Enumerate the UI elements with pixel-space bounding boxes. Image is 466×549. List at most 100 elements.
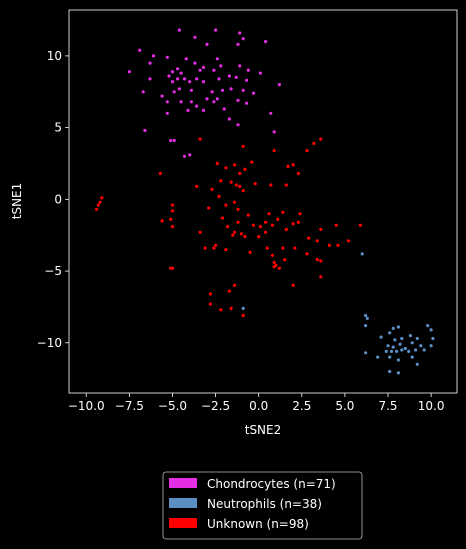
point-s1-25 bbox=[395, 349, 399, 353]
point-s2-9 bbox=[224, 166, 228, 170]
point-s2-77 bbox=[293, 246, 297, 250]
point-s2-45 bbox=[96, 203, 100, 207]
point-s1-29 bbox=[414, 348, 418, 352]
legend-swatch bbox=[169, 478, 197, 488]
point-s0-34 bbox=[217, 77, 221, 81]
point-s2-8 bbox=[215, 161, 219, 166]
point-s0-64 bbox=[227, 117, 231, 121]
point-s2-47 bbox=[170, 203, 175, 207]
legend-label: Chondrocytes (n=71) bbox=[207, 477, 336, 491]
point-s2-33 bbox=[236, 220, 240, 224]
point-s0-1 bbox=[193, 35, 197, 39]
y-tick-label: −5 bbox=[44, 264, 62, 278]
point-s2-75 bbox=[265, 246, 269, 250]
point-s0-22 bbox=[212, 68, 216, 72]
point-s0-12 bbox=[184, 57, 188, 61]
y-tick-label: 5 bbox=[54, 121, 62, 135]
point-s2-31 bbox=[220, 216, 225, 220]
point-s0-6 bbox=[205, 42, 209, 47]
point-s2-24 bbox=[195, 184, 199, 188]
point-s2-34 bbox=[239, 232, 243, 236]
point-s2-50 bbox=[170, 225, 175, 229]
point-s1-28 bbox=[407, 349, 411, 353]
point-s2-20 bbox=[241, 189, 245, 193]
point-s0-60 bbox=[201, 108, 206, 112]
point-s2-17 bbox=[229, 180, 233, 184]
legend-frame bbox=[162, 471, 363, 540]
point-s0-51 bbox=[189, 100, 193, 104]
point-s2-7 bbox=[272, 149, 276, 153]
point-s1-5 bbox=[364, 351, 368, 355]
point-s0-2 bbox=[214, 28, 218, 32]
point-s2-52 bbox=[198, 230, 202, 234]
point-s2-6 bbox=[241, 144, 245, 148]
point-s0-36 bbox=[234, 75, 238, 79]
point-s2-38 bbox=[264, 220, 268, 224]
point-s2-61 bbox=[298, 212, 302, 216]
point-s1-20 bbox=[410, 341, 414, 345]
point-s2-71 bbox=[203, 246, 207, 250]
point-s0-54 bbox=[215, 97, 219, 101]
point-s0-29 bbox=[176, 77, 180, 81]
point-s0-33 bbox=[201, 80, 206, 84]
point-s2-78 bbox=[305, 252, 309, 256]
point-s1-23 bbox=[384, 349, 388, 353]
point-s2-35 bbox=[246, 213, 250, 217]
point-s1-31 bbox=[376, 355, 380, 359]
point-s0-62 bbox=[269, 111, 273, 115]
x-tick-label: 0.0 bbox=[249, 399, 268, 413]
point-s1-22 bbox=[429, 344, 433, 348]
point-s2-28 bbox=[232, 200, 237, 204]
point-s1-7 bbox=[388, 331, 392, 335]
point-s2-59 bbox=[291, 222, 295, 226]
point-s2-25 bbox=[210, 187, 214, 191]
point-s2-84 bbox=[274, 263, 278, 267]
point-s0-7 bbox=[264, 40, 268, 44]
point-s1-30 bbox=[422, 348, 426, 352]
point-s0-55 bbox=[236, 98, 240, 102]
point-s0-37 bbox=[245, 78, 249, 82]
point-s2-48 bbox=[170, 209, 175, 213]
point-s0-16 bbox=[127, 70, 131, 74]
point-s2-97 bbox=[241, 313, 245, 318]
point-s1-11 bbox=[429, 328, 433, 332]
point-s2-60 bbox=[296, 220, 300, 224]
point-s2-90 bbox=[291, 283, 295, 287]
point-s1-14 bbox=[408, 334, 412, 338]
point-s2-1 bbox=[312, 141, 316, 145]
point-s2-73 bbox=[224, 248, 228, 252]
point-s0-20 bbox=[198, 68, 202, 72]
x-tick-label: −5.0 bbox=[158, 399, 187, 413]
point-s2-51 bbox=[160, 219, 164, 223]
y-axis-ticks: −10 −5 0 5 10 bbox=[37, 49, 69, 350]
point-s2-49 bbox=[169, 217, 173, 221]
point-s1-13 bbox=[400, 336, 404, 341]
point-s0-18 bbox=[176, 67, 180, 71]
point-s2-63 bbox=[334, 223, 338, 227]
x-tick-label: −2.5 bbox=[201, 399, 230, 413]
point-s0-61 bbox=[222, 107, 226, 111]
point-s2-44 bbox=[98, 200, 102, 204]
point-s1-16 bbox=[431, 336, 435, 341]
point-s0-23 bbox=[219, 64, 223, 68]
point-s2-10 bbox=[232, 163, 237, 167]
point-s2-56 bbox=[257, 235, 261, 239]
point-s2-11 bbox=[243, 167, 247, 171]
point-s2-92 bbox=[227, 289, 231, 293]
point-s0-49 bbox=[165, 100, 169, 104]
point-s2-67 bbox=[327, 243, 331, 247]
point-s2-19 bbox=[238, 184, 242, 188]
point-s2-3 bbox=[286, 164, 290, 168]
point-s0-4 bbox=[241, 37, 245, 41]
point-s2-0 bbox=[319, 137, 323, 141]
point-s2-5 bbox=[198, 137, 202, 141]
x-axis-label: tSNE2 bbox=[245, 423, 282, 437]
point-s0-45 bbox=[220, 88, 225, 92]
point-s1-26 bbox=[400, 348, 404, 352]
point-s0-38 bbox=[277, 83, 281, 87]
point-s2-65 bbox=[307, 236, 311, 240]
point-s0-5 bbox=[236, 42, 240, 47]
x-axis-ticks: −10.0 −7.5 −5.0 −2.5 0.0 2.5 5.0 7.5 10.0 bbox=[68, 393, 444, 413]
point-s1-21 bbox=[419, 344, 423, 348]
